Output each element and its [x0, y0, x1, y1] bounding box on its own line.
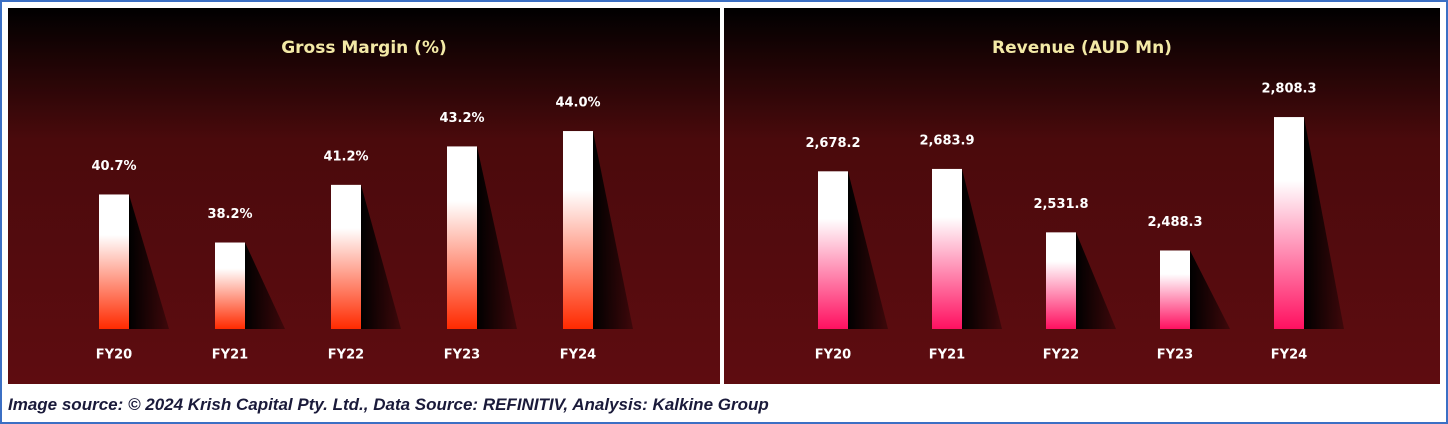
bar-shadow: [477, 146, 517, 329]
x-tick-label: FY22: [328, 348, 364, 363]
bar: [1160, 250, 1190, 329]
data-label: 2,683.9: [919, 133, 974, 148]
bar-shadow: [245, 242, 285, 329]
bar: [818, 171, 848, 329]
bar: [331, 184, 361, 329]
bar: [447, 146, 477, 329]
bar-shadow: [1190, 250, 1230, 329]
x-tick-label: FY23: [444, 348, 480, 363]
data-label: 2,678.2: [805, 136, 860, 151]
bar-shadow: [962, 168, 1002, 329]
bar: [563, 131, 593, 329]
data-label: 41.2%: [323, 149, 368, 164]
data-label: 40.7%: [91, 159, 136, 174]
bar-shadow: [361, 184, 401, 329]
x-tick-label: FY24: [1271, 348, 1307, 363]
bar-shadow: [848, 171, 888, 329]
bar: [932, 168, 962, 329]
bar: [215, 242, 245, 329]
bar: [99, 194, 129, 329]
chart-title: Revenue (AUD Mn): [992, 38, 1172, 58]
data-label: 2,488.3: [1147, 215, 1202, 230]
x-tick-label: FY20: [96, 348, 132, 363]
bar-shadow: [593, 131, 633, 329]
data-label: 2,808.3: [1261, 82, 1316, 97]
bar: [1046, 232, 1076, 329]
data-label: 38.2%: [207, 207, 252, 222]
data-label: 2,531.8: [1033, 197, 1088, 212]
x-tick-label: FY22: [1043, 348, 1079, 363]
caption: Image source: © 2024 Krish Capital Pty. …: [8, 395, 769, 414]
x-tick-label: FY21: [212, 348, 248, 363]
bar-shadow: [1304, 117, 1344, 329]
x-tick-label: FY20: [815, 348, 851, 363]
x-tick-label: FY21: [929, 348, 965, 363]
x-tick-label: FY24: [560, 348, 596, 363]
data-label: 43.2%: [439, 111, 484, 126]
x-tick-label: FY23: [1157, 348, 1193, 363]
chart-title: Gross Margin (%): [281, 38, 447, 58]
bar: [1274, 117, 1304, 329]
bar-shadow: [129, 194, 169, 329]
bar-shadow: [1076, 232, 1116, 329]
data-label: 44.0%: [555, 96, 600, 111]
